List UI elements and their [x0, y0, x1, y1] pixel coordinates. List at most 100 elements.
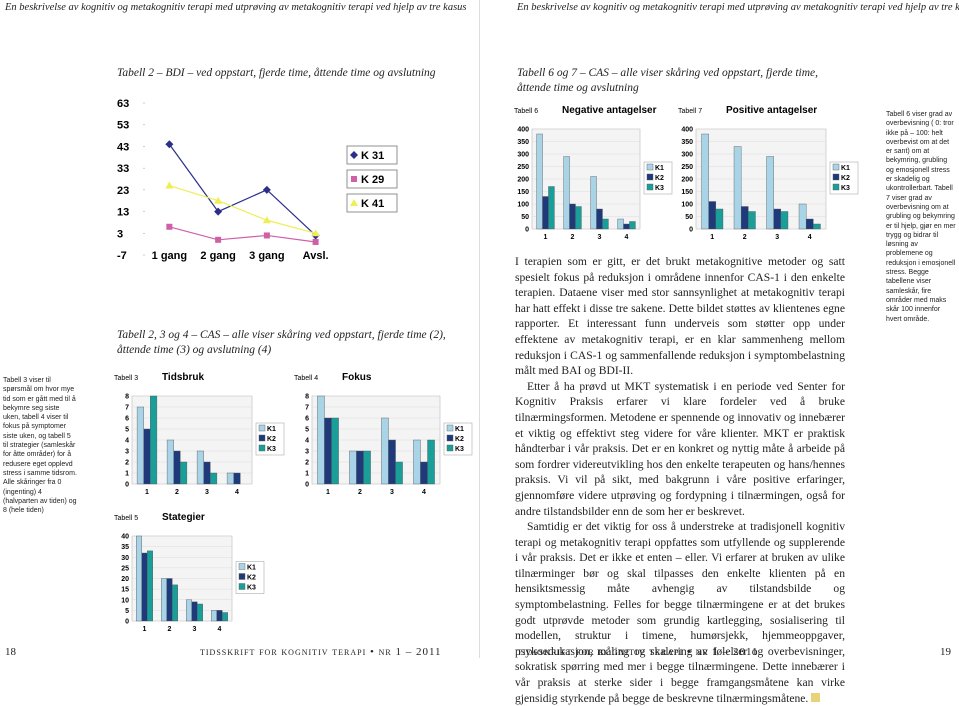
- x-tick-label: 2: [168, 626, 172, 633]
- bar: [780, 211, 789, 230]
- legend-label: K1: [841, 165, 850, 172]
- bar: [773, 208, 782, 230]
- bar: [813, 223, 821, 230]
- y-tick-label: 250: [517, 164, 529, 171]
- point: [166, 223, 173, 230]
- bar: [740, 206, 749, 230]
- page-number: 19: [940, 646, 951, 658]
- x-tick-label: Avsl.: [303, 250, 329, 262]
- legend-swatch: [238, 583, 246, 590]
- legend-swatch: [258, 434, 266, 442]
- bar: [216, 610, 223, 622]
- y-tick-label: 50: [521, 214, 529, 221]
- end-mark: [811, 692, 821, 702]
- chart: Tabell 4 Fokus 0 1 2 3 4 5 6 7 8 1 2 3 4 K1 K2 K3: [294, 372, 473, 496]
- y-tick-label: 4: [125, 438, 129, 445]
- legend-swatch: [258, 424, 266, 432]
- y-tick-label: 0: [125, 619, 129, 626]
- y-tick-label: 7: [305, 405, 309, 412]
- bar: [708, 201, 717, 230]
- bar: [172, 584, 178, 622]
- bar: [413, 439, 421, 485]
- bar: [331, 417, 339, 485]
- bar: [542, 196, 549, 230]
- legend-label: K 29: [361, 174, 384, 186]
- journal-name: tidsskrift for kognitiv terapi • nr 1 – …: [517, 646, 759, 658]
- paragraph: Etter å ha prøvd ut MKT systematisk i en…: [515, 379, 845, 518]
- legend-label: K3: [247, 585, 256, 592]
- chart-title: Positive antagelser: [726, 105, 817, 116]
- bar: [548, 186, 555, 230]
- y-tick-label: 5: [305, 427, 309, 434]
- y-tick-label: 6: [305, 416, 309, 423]
- bar: [166, 578, 173, 622]
- body-text: I terapien som er gitt, er det brukt met…: [515, 254, 845, 706]
- point: [214, 196, 223, 204]
- bar: [349, 450, 357, 485]
- legend-box: [346, 145, 398, 165]
- bar: [180, 461, 188, 485]
- bar: [211, 610, 217, 622]
- chart-title: Stategier: [162, 512, 205, 523]
- y-tick-label: 13: [117, 207, 129, 219]
- x-tick-label: 3: [775, 234, 779, 241]
- bar: [805, 218, 814, 230]
- y-tick-label: 2: [305, 460, 309, 467]
- bar: [563, 156, 570, 230]
- x-tick-label: 3: [205, 489, 209, 496]
- series-line: [169, 226, 316, 243]
- chart: Tabell 5 Stategier 0 5 10 15 20 25 30 35 40 1 2 3 4 K1 K…: [114, 512, 265, 633]
- legend-box: [346, 193, 398, 213]
- bar: [420, 461, 428, 485]
- y-tick-label: 25: [121, 565, 129, 572]
- y-tick-label: 150: [517, 189, 529, 196]
- y-tick-label: 53: [117, 120, 129, 132]
- x-tick-label: 4: [422, 489, 426, 496]
- y-tick-label: 400: [517, 127, 529, 134]
- bar: [147, 550, 153, 622]
- chart: Tabell 6 Negative antagelser 0 50 100 150 200 2…: [514, 105, 673, 241]
- chart-label: Tabell 3: [114, 375, 138, 382]
- paragraph: Samtidig er det viktig for oss å underst…: [515, 519, 845, 706]
- x-tick-label: 4: [235, 489, 239, 496]
- chart-title: Negative antagelser: [562, 105, 657, 116]
- y-tick-label: 3: [305, 449, 309, 456]
- legend-swatch: [832, 173, 840, 181]
- chart-title: Fokus: [342, 372, 372, 383]
- bar: [173, 450, 181, 485]
- x-tick-label: 1: [145, 489, 149, 496]
- y-tick-label: 300: [517, 152, 529, 159]
- bar: [166, 439, 174, 485]
- y-tick-label: 8: [125, 394, 129, 401]
- x-tick-label: 4: [625, 234, 629, 241]
- bar: [233, 472, 241, 485]
- legend-label: K2: [841, 175, 850, 182]
- y-tick-label: 4: [305, 438, 309, 445]
- legend-label: K3: [267, 446, 276, 453]
- bar: [629, 221, 636, 230]
- point: [165, 181, 174, 189]
- point: [262, 216, 271, 224]
- y-tick-label: 200: [681, 177, 693, 184]
- gutter: [479, 0, 480, 658]
- y-tick-label: 250: [681, 164, 693, 171]
- y-tick-label: 300: [681, 152, 693, 159]
- bar: [191, 601, 198, 622]
- y-tick-label: 8: [305, 394, 309, 401]
- point: [311, 229, 320, 237]
- point: [312, 238, 319, 245]
- x-tick-label: 1: [544, 234, 548, 241]
- bar: [197, 603, 203, 622]
- bar: [395, 461, 403, 485]
- caption: Tabell 6 og 7 – CAS – alle viser skåring…: [517, 67, 818, 94]
- series-line: [169, 184, 316, 234]
- x-tick-label: 2: [571, 234, 575, 241]
- bar: [136, 535, 142, 622]
- x-tick-label: 1 gang: [152, 250, 187, 262]
- y-tick-label: 40: [121, 534, 129, 541]
- chart-label: Tabell 5: [114, 515, 138, 522]
- bar: [203, 461, 211, 485]
- bar: [381, 417, 389, 485]
- chart: Tabell 3 Tidsbruk 0 1 2 3 4 5 6 7 8 1 2 3 4 K1 K2 K3: [114, 372, 285, 496]
- legend-label: K3: [455, 446, 464, 453]
